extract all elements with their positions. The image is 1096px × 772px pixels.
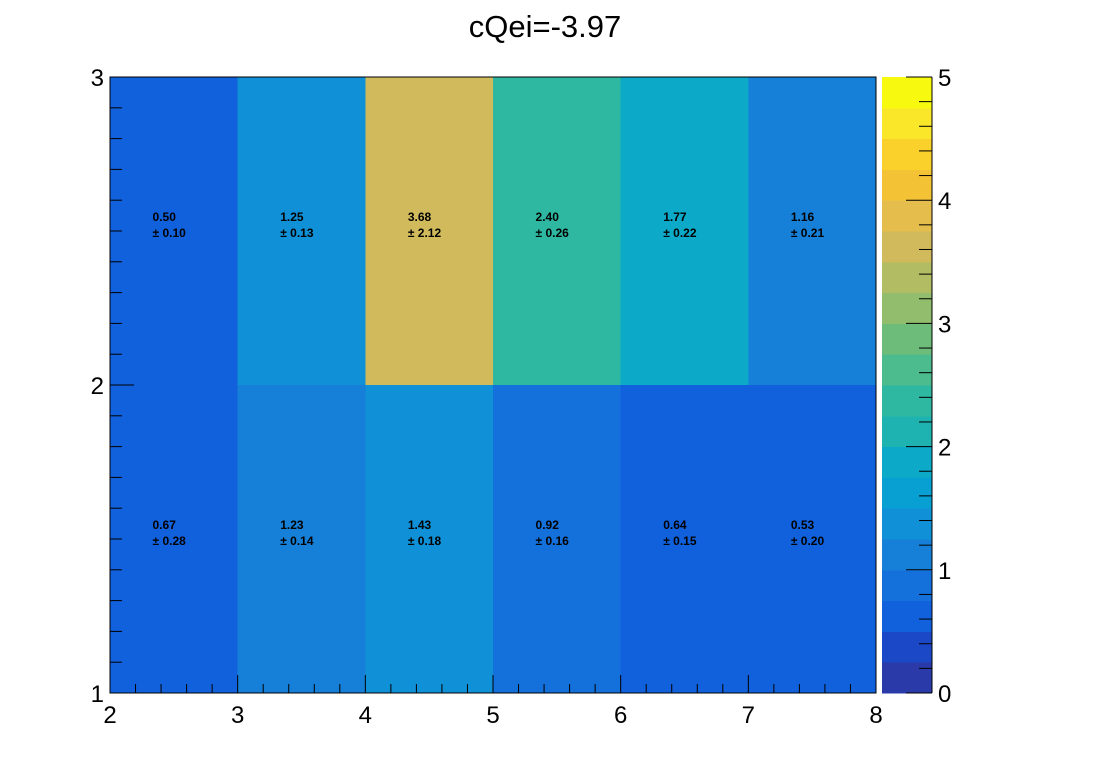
chart-title: cQei=-3.97: [469, 9, 622, 44]
cell-value-label: 1.25: [280, 210, 304, 224]
cell-error-label: ± 0.21: [791, 226, 825, 240]
y-tick-label: 1: [91, 681, 104, 708]
colorbar-swatch: [882, 477, 932, 509]
cell-value-label: 1.23: [280, 518, 304, 532]
colorbar-tick-label: 4: [938, 188, 951, 215]
x-tick-label: 4: [359, 702, 372, 729]
cell-value-label: 0.64: [663, 518, 687, 532]
cell-value-label: 0.53: [791, 518, 815, 532]
cell-error-label: ± 0.22: [663, 226, 697, 240]
x-tick-label: 6: [614, 702, 627, 729]
cell-value-label: 2.40: [536, 210, 560, 224]
heatmap-cell-labels: 0.67 ± 0.28 1.23 ± 0.14 1.43 ± 0.18 0.92 ± 0.16…: [153, 210, 825, 548]
colorbar-tick-label: 0: [938, 681, 951, 708]
colorbar-tick-label: 2: [938, 435, 951, 462]
colorbar-swatch: [882, 169, 932, 201]
x-tick-label: 5: [486, 702, 499, 729]
cell-error-label: ± 0.10: [153, 226, 187, 240]
colorbar-swatch: [882, 261, 932, 294]
cell-error-label: ± 0.16: [536, 534, 570, 548]
cell-value-label: 0.50: [153, 210, 177, 224]
x-tick-label: 2: [103, 702, 116, 729]
colorbar-swatch: [882, 569, 932, 602]
colorbar-swatch: [882, 446, 932, 478]
colorbar-swatch: [882, 508, 932, 540]
colorbar-tick-label: 3: [938, 311, 951, 338]
cell-value-label: 0.92: [536, 518, 560, 532]
colorbar-swatch: [882, 231, 932, 263]
colorbar-swatch: [882, 107, 932, 140]
colorbar-swatch: [882, 600, 932, 632]
heatmap-cell: [110, 77, 238, 385]
colorbar: 0 1 2 3 4 5: [882, 65, 951, 708]
heatmap-cell: [620, 77, 749, 385]
heatmap-cell: [237, 385, 366, 693]
heatmap-cells: [110, 77, 876, 693]
colorbar-tick-label: 5: [938, 65, 951, 92]
colorbar-swatch: [882, 631, 932, 663]
colorbar-tick-label: 1: [938, 558, 951, 585]
heatmap-cell: [365, 77, 493, 385]
cell-value-label: 0.67: [153, 518, 177, 532]
heatmap-cell: [237, 77, 366, 385]
cell-value-label: 1.77: [663, 210, 687, 224]
y-tick-label: 3: [91, 65, 104, 92]
colorbar-swatch: [882, 138, 932, 170]
colorbar-swatch: [882, 354, 932, 386]
x-tick-label: 3: [231, 702, 244, 729]
heatmap-cell: [620, 385, 749, 693]
colorbar-swatch: [882, 662, 932, 694]
cell-error-label: ± 0.18: [408, 534, 442, 548]
cell-error-label: ± 0.28: [153, 534, 187, 548]
colorbar-swatch: [882, 200, 932, 232]
heatmap-cell: [493, 385, 621, 693]
heatmap-cell: [110, 385, 238, 693]
colorbar-swatch: [882, 77, 932, 109]
cell-error-label: ± 0.14: [280, 534, 314, 548]
cell-error-label: ± 0.26: [536, 226, 570, 240]
heatmap-cell: [748, 77, 876, 385]
colorbar-swatch: [882, 385, 932, 417]
y-tick-label: 2: [91, 373, 104, 400]
colorbar-swatch: [882, 323, 932, 355]
cell-error-label: ± 0.15: [663, 534, 697, 548]
heatmap-cell: [493, 77, 621, 385]
colorbar-swatch: [882, 415, 932, 448]
colorbar-swatch: [882, 539, 932, 571]
cell-value-label: 1.16: [791, 210, 815, 224]
heatmap-cell: [748, 385, 876, 693]
heatmap-cell: [365, 385, 493, 693]
cell-error-label: ± 0.20: [791, 534, 825, 548]
x-tick-label: 8: [869, 702, 882, 729]
x-tick-label: 7: [742, 702, 755, 729]
cell-error-label: ± 2.12: [408, 226, 442, 240]
cell-error-label: ± 0.13: [280, 226, 314, 240]
colorbar-swatch: [882, 292, 932, 324]
cell-value-label: 3.68: [408, 210, 432, 224]
cell-value-label: 1.43: [408, 518, 432, 532]
